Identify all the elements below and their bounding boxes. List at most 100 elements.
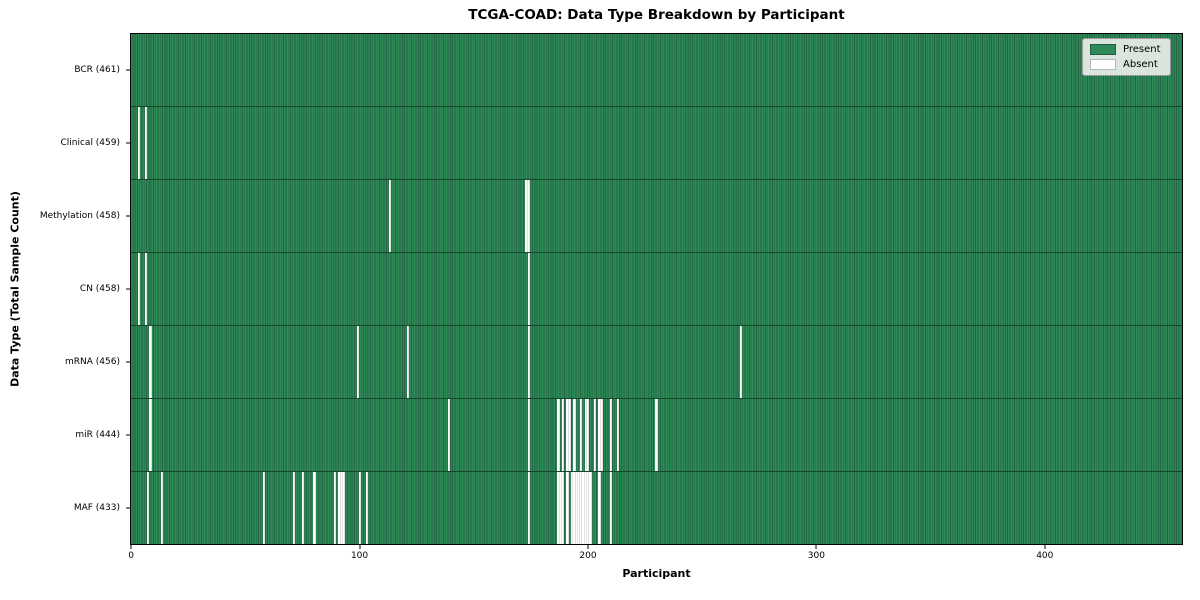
y-tick-mark bbox=[126, 142, 130, 144]
absent-stripe bbox=[301, 472, 305, 544]
x-tick-mark bbox=[359, 545, 361, 549]
x-axis: 0 100 200 300 400 bbox=[128, 545, 1183, 575]
absent-stripe bbox=[527, 180, 530, 252]
absent-stripe bbox=[333, 472, 337, 544]
absent-stripe bbox=[365, 472, 369, 544]
absent-stripe bbox=[338, 472, 341, 544]
absent-stripe bbox=[447, 399, 451, 471]
absent-stripe bbox=[609, 472, 613, 544]
absent-stripe bbox=[571, 472, 574, 544]
y-tick-label-CN: CN (458) bbox=[79, 284, 120, 294]
absent-stripe bbox=[527, 253, 530, 325]
x-tick-label-400: 400 bbox=[1036, 551, 1054, 561]
y-axis: BCR (461) Clinical (459) Methylation (458)… bbox=[0, 33, 130, 545]
absent-stripe bbox=[568, 399, 571, 471]
y-tick-mark bbox=[126, 288, 130, 290]
row-miR bbox=[131, 399, 1182, 472]
absent-stripe bbox=[739, 326, 742, 398]
absent-stripe bbox=[598, 399, 601, 471]
absent-stripe bbox=[144, 107, 147, 179]
absent-stripe bbox=[566, 472, 569, 544]
y-tick-mark bbox=[126, 507, 130, 509]
absent-stripe bbox=[582, 472, 585, 544]
absent-stripe bbox=[584, 399, 587, 471]
y-tick-mark bbox=[126, 434, 130, 436]
y-tick-label-Clinical: Clinical (459) bbox=[60, 137, 120, 148]
absent-stripe bbox=[600, 399, 603, 471]
absent-stripe bbox=[609, 399, 613, 471]
absent-stripe bbox=[292, 472, 296, 544]
row-Methylation bbox=[131, 180, 1182, 253]
absent-stripe bbox=[586, 472, 590, 544]
y-tick-label-mRNA: mRNA (456) bbox=[65, 357, 120, 368]
x-tick-mark bbox=[1044, 545, 1046, 549]
absent-stripe bbox=[263, 472, 266, 544]
absent-stripe bbox=[340, 472, 343, 544]
absent-stripe bbox=[593, 399, 597, 471]
absent-stripe bbox=[137, 253, 141, 325]
absent-stripe bbox=[559, 472, 562, 544]
absent-stripe bbox=[577, 472, 581, 544]
row-MAF bbox=[131, 472, 1182, 544]
absent-stripe bbox=[313, 472, 316, 544]
absent-stripe bbox=[561, 399, 565, 471]
chart-title: TCGA-COAD: Data Type Breakdown by Partic… bbox=[468, 7, 845, 23]
absent-stripe bbox=[146, 472, 150, 544]
absent-stripe bbox=[655, 399, 658, 471]
absent-stripe bbox=[525, 180, 528, 252]
row-BCR bbox=[131, 34, 1182, 107]
row-mRNA bbox=[131, 326, 1182, 399]
absent-stripe bbox=[144, 253, 147, 325]
absent-stripe bbox=[573, 399, 576, 471]
absent-stripe bbox=[561, 472, 565, 544]
row-CN bbox=[131, 253, 1182, 326]
absent-stripe bbox=[406, 326, 410, 398]
absent-stripe bbox=[149, 399, 152, 471]
plot-area bbox=[130, 33, 1183, 545]
x-tick-mark bbox=[815, 545, 817, 549]
x-tick-mark bbox=[130, 545, 132, 549]
absent-stripe bbox=[137, 107, 141, 179]
legend: Present Absent bbox=[1082, 38, 1171, 76]
y-tick-label-MAF: MAF (433) bbox=[73, 503, 120, 514]
absent-stripe bbox=[356, 326, 359, 398]
present-swatch-icon bbox=[1090, 44, 1116, 55]
absent-stripe bbox=[598, 472, 601, 544]
y-tick-label-Methylation: Methylation (458) bbox=[39, 210, 120, 221]
absent-stripe bbox=[575, 472, 578, 544]
absent-stripe bbox=[527, 399, 530, 471]
absent-stripe bbox=[527, 472, 530, 544]
row-Clinical bbox=[131, 107, 1182, 180]
absent-stripe bbox=[527, 326, 530, 398]
absent-stripe bbox=[557, 472, 560, 544]
absent-stripe bbox=[573, 472, 576, 544]
absent-stripe bbox=[566, 399, 569, 471]
absent-stripe bbox=[586, 399, 590, 471]
legend-item-absent: Absent bbox=[1090, 59, 1161, 70]
absent-swatch-icon bbox=[1090, 59, 1116, 70]
legend-item-present: Present bbox=[1090, 44, 1161, 55]
absent-stripe bbox=[589, 472, 592, 544]
x-tick-label-0: 0 bbox=[128, 551, 135, 561]
y-tick-mark bbox=[126, 361, 130, 363]
x-tick-label-200: 200 bbox=[579, 551, 597, 561]
y-tick-mark bbox=[126, 215, 130, 217]
absent-stripe bbox=[557, 399, 560, 471]
absent-stripe bbox=[388, 180, 391, 252]
absent-stripe bbox=[580, 472, 583, 544]
x-tick-label-300: 300 bbox=[807, 551, 825, 561]
absent-stripe bbox=[580, 399, 583, 471]
absent-stripe bbox=[149, 326, 152, 398]
legend-label-present: Present bbox=[1123, 44, 1161, 55]
absent-stripe bbox=[343, 472, 346, 544]
absent-stripe bbox=[160, 472, 163, 544]
legend-label-absent: Absent bbox=[1123, 59, 1158, 70]
absent-stripe bbox=[358, 472, 362, 544]
absent-stripe bbox=[584, 472, 587, 544]
y-tick-label-BCR: BCR (461) bbox=[74, 64, 120, 75]
x-tick-label-100: 100 bbox=[350, 551, 369, 561]
x-tick-mark bbox=[587, 545, 589, 549]
x-axis-label: Participant bbox=[622, 567, 691, 580]
y-tick-label-miR: miR (444) bbox=[75, 430, 120, 441]
